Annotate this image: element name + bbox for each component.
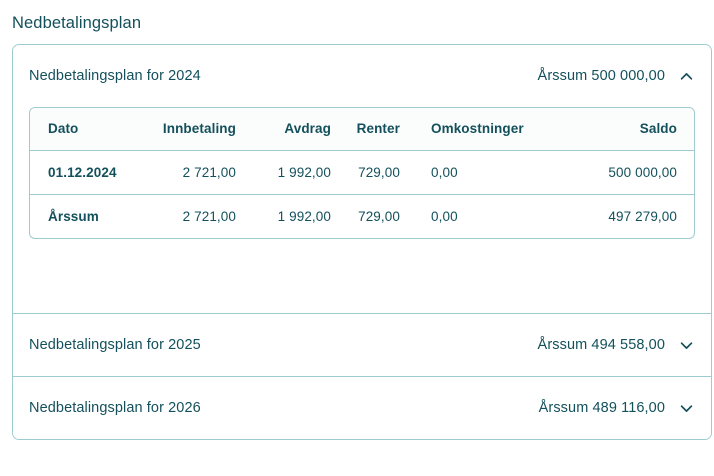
cell-saldo: 497 279,00 bbox=[565, 193, 694, 238]
cell-avdrag: 1 992,00 bbox=[250, 193, 345, 238]
table-row: 01.12.2024 2 721,00 1 992,00 729,00 0,00… bbox=[30, 150, 694, 194]
page-title: Nedbetalingsplan bbox=[12, 14, 142, 32]
payment-plan-table: Dato Innbetaling Avdrag Renter Omkostnin… bbox=[30, 108, 694, 238]
accordion-sum-2025: Årssum 494 558,00 bbox=[537, 337, 665, 353]
chevron-down-icon[interactable] bbox=[678, 400, 695, 417]
column-header-avdrag: Avdrag bbox=[250, 108, 345, 151]
accordion-title-2024: Nedbetalingsplan for 2024 bbox=[29, 68, 201, 84]
cell-dato: 01.12.2024 bbox=[48, 164, 117, 180]
cell-avdrag: 1 992,00 bbox=[277, 164, 331, 180]
accordion-title-2025: Nedbetalingsplan for 2025 bbox=[29, 337, 201, 353]
table-header-row: Dato Innbetaling Avdrag Renter Omkostnin… bbox=[30, 108, 694, 151]
column-header-dato: Dato bbox=[30, 108, 145, 151]
accordion-sum-2024: Årssum 500 000,00 bbox=[537, 68, 665, 84]
column-header-innbetaling: Innbetaling bbox=[145, 108, 250, 151]
cell-dato: Årssum bbox=[30, 193, 145, 238]
column-header-renter: Renter bbox=[345, 108, 425, 151]
nedbetalingsplan-card: Nedbetalingsplan for 2024 Årssum 500 000… bbox=[12, 44, 712, 440]
column-header-omkostninger: Omkostninger bbox=[425, 108, 565, 151]
column-header-saldo: Saldo bbox=[565, 108, 694, 151]
accordion-header-2024[interactable]: Nedbetalingsplan for 2024 Årssum 500 000… bbox=[13, 45, 711, 107]
table-body: 01.12.2024 2 721,00 1 992,00 729,00 0,00… bbox=[30, 150, 694, 238]
accordion-header-right-2024: Årssum 500 000,00 bbox=[538, 68, 695, 85]
accordion-header-right-2025: Årssum 494 558,00 bbox=[538, 337, 695, 354]
cell-omkostninger: 0,00 bbox=[425, 193, 565, 238]
cell-renter: 729,00 bbox=[345, 193, 425, 238]
payment-plan-table-wrapper: Dato Innbetaling Avdrag Renter Omkostnin… bbox=[29, 107, 695, 239]
chevron-down-icon[interactable] bbox=[678, 337, 695, 354]
cell-renter: 729,00 bbox=[358, 164, 400, 180]
accordion-section-2024: Nedbetalingsplan for 2024 Årssum 500 000… bbox=[13, 45, 711, 313]
accordion-body-2024: Dato Innbetaling Avdrag Renter Omkostnin… bbox=[13, 107, 711, 313]
accordion-header-2026[interactable]: Nedbetalingsplan for 2026 Årssum 489 116… bbox=[13, 377, 711, 439]
cell-innbetaling: 2 721,00 bbox=[145, 193, 250, 238]
accordion-section-2026: Nedbetalingsplan for 2026 Årssum 489 116… bbox=[13, 376, 711, 439]
accordion-sum-2026: Årssum 489 116,00 bbox=[538, 400, 665, 416]
cell-innbetaling: 2 721,00 bbox=[182, 164, 236, 180]
accordion-header-2025[interactable]: Nedbetalingsplan for 2025 Årssum 494 558… bbox=[13, 314, 711, 376]
accordion-title-2026: Nedbetalingsplan for 2026 bbox=[29, 400, 201, 416]
table-row: Årssum 2 721,00 1 992,00 729,00 0,00 497… bbox=[30, 193, 694, 238]
table-head: Dato Innbetaling Avdrag Renter Omkostnin… bbox=[30, 108, 694, 151]
chevron-up-icon[interactable] bbox=[678, 68, 695, 85]
accordion-header-right-2026: Årssum 489 116,00 bbox=[539, 400, 695, 417]
cell-omkostninger: 0,00 bbox=[431, 164, 458, 180]
accordion-section-2025: Nedbetalingsplan for 2025 Årssum 494 558… bbox=[13, 313, 711, 376]
cell-saldo: 500 000,00 bbox=[608, 164, 677, 180]
